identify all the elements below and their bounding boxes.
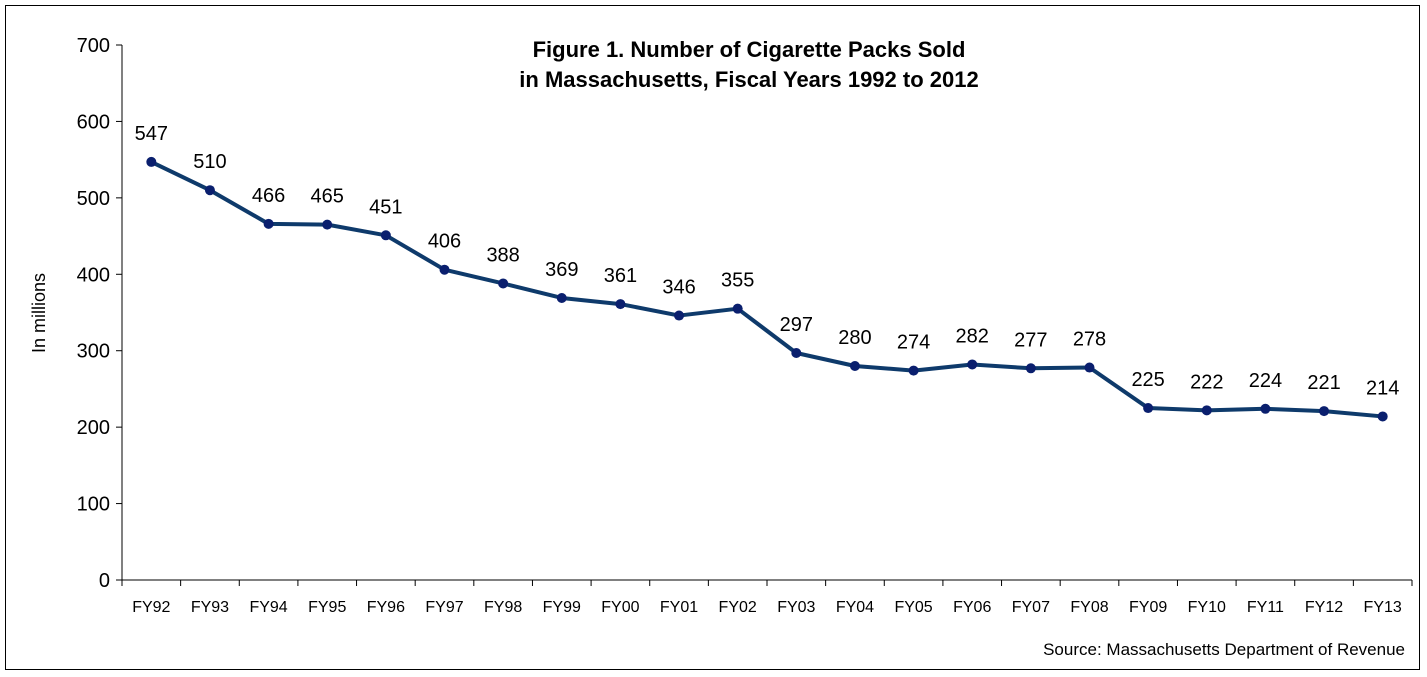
data-point — [322, 219, 333, 230]
data-point — [204, 185, 215, 196]
x-tick-label: FY03 — [777, 599, 815, 616]
y-tick-label: 0 — [99, 570, 110, 592]
series-line — [150, 160, 1383, 419]
x-tick-label: FY07 — [1012, 599, 1050, 616]
data-point — [146, 156, 157, 167]
data-label: 406 — [428, 231, 461, 253]
data-point — [1201, 405, 1212, 416]
data-point — [1084, 362, 1095, 373]
y-tick-label: 200 — [77, 417, 110, 439]
data-label: 277 — [1014, 329, 1047, 351]
x-tick-label: FY99 — [543, 599, 581, 616]
data-point — [439, 264, 450, 275]
y-tick-label: 500 — [77, 188, 110, 210]
data-label: 214 — [1366, 377, 1399, 399]
x-tick-label: FY08 — [1070, 599, 1108, 616]
chart-frame — [5, 5, 1420, 670]
chart-title: Figure 1. Number of Cigarette Packs Sold — [533, 37, 966, 62]
y-tick-label: 300 — [77, 341, 110, 363]
data-point — [908, 365, 919, 376]
data-label: 369 — [545, 259, 578, 281]
data-point — [967, 359, 978, 370]
series-layer — [146, 156, 1388, 422]
data-label: 278 — [1073, 329, 1106, 351]
data-labels: 547 510 466 465 451 406 388 369 361 346 355 297 280 2… — [135, 123, 1400, 400]
x-tick-label: FY10 — [1188, 599, 1226, 616]
data-point — [732, 303, 743, 314]
x-tick-label: FY95 — [308, 599, 346, 616]
data-label: 222 — [1190, 371, 1223, 393]
data-point — [556, 292, 567, 303]
data-label: 466 — [252, 185, 285, 207]
data-point — [1319, 406, 1330, 417]
x-tick-label: FY96 — [367, 599, 405, 616]
data-label: 297 — [780, 314, 813, 336]
x-tick-label: FY98 — [484, 599, 522, 616]
data-point — [1260, 403, 1271, 414]
data-point — [1377, 411, 1388, 422]
data-point — [380, 230, 391, 241]
source-note: Source: Massachusetts Department of Reve… — [1043, 640, 1405, 659]
x-tick-label: FY94 — [249, 599, 287, 616]
data-label: 280 — [838, 327, 871, 349]
data-point — [498, 278, 509, 289]
data-label: 547 — [135, 123, 168, 145]
x-tick-label: FY93 — [191, 599, 229, 616]
y-tick-label: 100 — [77, 494, 110, 516]
x-tick-label: FY04 — [836, 599, 874, 616]
data-label: 388 — [486, 244, 519, 266]
data-label: 346 — [662, 277, 695, 299]
x-tick-label: FY12 — [1305, 599, 1343, 616]
data-point — [791, 348, 802, 359]
x-tick-label: FY00 — [601, 599, 639, 616]
x-tick-label: FY97 — [425, 599, 463, 616]
x-tick-label: FY09 — [1129, 599, 1167, 616]
x-tick-label: FY13 — [1364, 599, 1402, 616]
data-label: 282 — [956, 325, 989, 347]
y-tick-label: 700 — [77, 35, 110, 57]
data-point — [1025, 363, 1036, 374]
x-tick-label: FY01 — [660, 599, 698, 616]
data-point — [263, 218, 274, 229]
data-label: 361 — [604, 265, 637, 287]
y-tick-label: 600 — [77, 111, 110, 133]
y-tick-label: 400 — [77, 264, 110, 286]
data-label: 465 — [311, 186, 344, 208]
data-label: 451 — [369, 196, 402, 218]
x-tick-label: FY02 — [719, 599, 757, 616]
data-point — [674, 310, 685, 321]
data-label: 274 — [897, 332, 930, 354]
data-label: 510 — [193, 151, 226, 173]
data-point — [1143, 403, 1154, 414]
data-label: 224 — [1249, 370, 1282, 392]
data-point — [849, 361, 860, 371]
x-tick-label: FY11 — [1247, 599, 1284, 616]
x-tick-label: FY05 — [894, 599, 932, 616]
x-tick-label: FY06 — [953, 599, 991, 616]
axes: 0 100 200 300 400 500 600 700 FY92 FY93 FY94 FY95 FY… — [77, 35, 1413, 616]
data-label: 221 — [1307, 372, 1340, 394]
chart-subtitle: in Massachusetts, Fiscal Years 1992 to 2… — [519, 67, 978, 92]
data-point — [615, 299, 626, 310]
data-label: 225 — [1131, 369, 1164, 391]
x-tick-label: FY92 — [132, 599, 170, 616]
data-label: 355 — [721, 270, 754, 292]
y-axis-title: In millions — [29, 273, 49, 353]
